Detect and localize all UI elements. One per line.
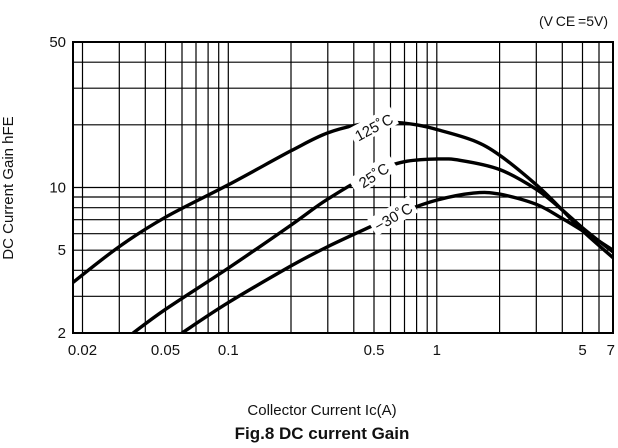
curve-label-bg	[347, 106, 399, 146]
figure-caption: Fig.8 DC current Gain	[235, 424, 410, 443]
x-axis-label: Collector Current Ic(A)	[247, 402, 396, 419]
series-minus30c-line	[180, 190, 613, 333]
x-tick-label: 0.5	[364, 342, 385, 359]
curve-label-bg	[347, 153, 399, 196]
x-tick-label: 0.05	[151, 342, 180, 359]
series-minus30c-label-group: −30˚C	[367, 195, 419, 237]
tick-labels: 0.02 0.05 0.1 0.5 1 5 7 2 5 10 50	[49, 34, 615, 359]
curve-label-bg	[367, 195, 419, 237]
series-group	[73, 120, 613, 333]
y-tick-label: 50	[49, 34, 66, 51]
curve-labels: 125˚C25˚C−30˚C	[347, 106, 419, 237]
y-tick-label: 5	[58, 242, 66, 259]
x-tick-label: 1	[433, 342, 441, 359]
y-axis-label: DC Current Gain hFE	[0, 116, 17, 259]
condition-label: (V CE =5V)	[539, 13, 608, 29]
y-tick-label: 2	[58, 325, 66, 342]
x-tick-label: 0.1	[218, 342, 239, 359]
x-tick-label: 5	[578, 342, 586, 359]
y-tick-label: 10	[49, 180, 66, 197]
x-tick-label: 0.02	[68, 342, 97, 359]
plot-frame	[72, 41, 614, 334]
x-tick-label: 7	[607, 342, 615, 359]
grid	[73, 42, 613, 333]
series-25c-line	[131, 157, 613, 333]
